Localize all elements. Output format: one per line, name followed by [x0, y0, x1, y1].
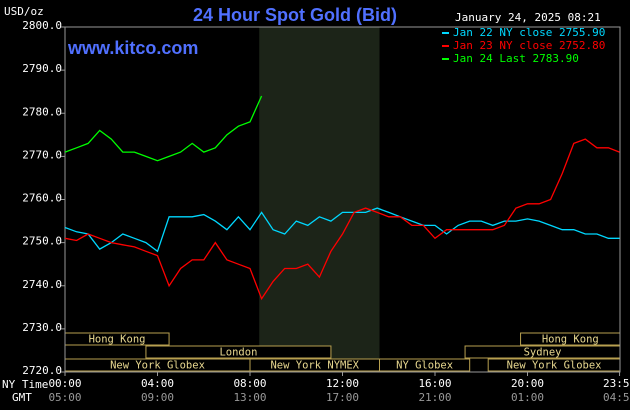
x2-tick-label: 09:00 — [141, 391, 174, 404]
website: www.kitco.com — [67, 38, 198, 58]
legend-label: Jan 22 NY close 2755.90 — [453, 26, 605, 39]
y-tick-label: 2760.0 — [22, 192, 62, 205]
series-line — [64, 138, 620, 301]
series-line — [64, 207, 620, 253]
x2-tick-label: 05:00 — [48, 391, 81, 404]
x-tick-label: 23:59 — [603, 377, 630, 390]
legend-label: Jan 23 NY close 2752.80 — [453, 39, 605, 52]
x-label: NY Time — [2, 378, 48, 391]
y-unit: USD/oz — [4, 5, 44, 18]
x-tick-label: 16:00 — [418, 377, 451, 390]
session-box — [379, 358, 471, 372]
x-tick-label: 08:00 — [233, 377, 266, 390]
x-tick-label: 04:00 — [141, 377, 174, 390]
x2-tick-label: 13:00 — [233, 391, 266, 404]
y-tick-label: 2800.0 — [22, 19, 62, 32]
x-tick-label: 12:00 — [326, 377, 359, 390]
timestamp: January 24, 2025 08:21 — [455, 11, 601, 24]
y-tick-label: 2730.0 — [22, 321, 62, 334]
y-tick-label: 2720.0 — [22, 364, 62, 377]
x2-tick-label: 17:00 — [326, 391, 359, 404]
x2-tick-label: 21:00 — [418, 391, 451, 404]
chart-title: 24 Hour Spot Gold (Bid) — [193, 5, 397, 25]
session-label: NY Globex — [396, 360, 453, 372]
x-tick-label: 00:00 — [48, 377, 81, 390]
session-box — [145, 345, 332, 359]
session-label: London — [219, 347, 257, 359]
session-label: Sydney — [524, 347, 562, 359]
highlight-band — [259, 27, 380, 372]
session-label: Hong Kong — [542, 334, 599, 346]
x2-tick-label: 01:00 — [511, 391, 544, 404]
session-label: Hong Kong — [89, 334, 146, 346]
y-tick-label: 2750.0 — [22, 235, 62, 248]
x2-label: GMT — [12, 391, 32, 404]
session-label: New York Globex — [110, 360, 205, 372]
y-tick-label: 2770.0 — [22, 148, 62, 161]
x2-tick-label: 04:59 — [603, 391, 630, 404]
series-line — [64, 95, 263, 162]
x-tick-label: 20:00 — [511, 377, 544, 390]
y-tick-label: 2740.0 — [22, 278, 62, 291]
session-label: New York NYMEX — [270, 360, 359, 372]
legend-label: Jan 24 Last 2783.90 — [453, 52, 579, 65]
y-tick-label: 2790.0 — [22, 62, 62, 75]
y-tick-label: 2780.0 — [22, 105, 62, 118]
session-label: New York Globex — [507, 360, 602, 372]
